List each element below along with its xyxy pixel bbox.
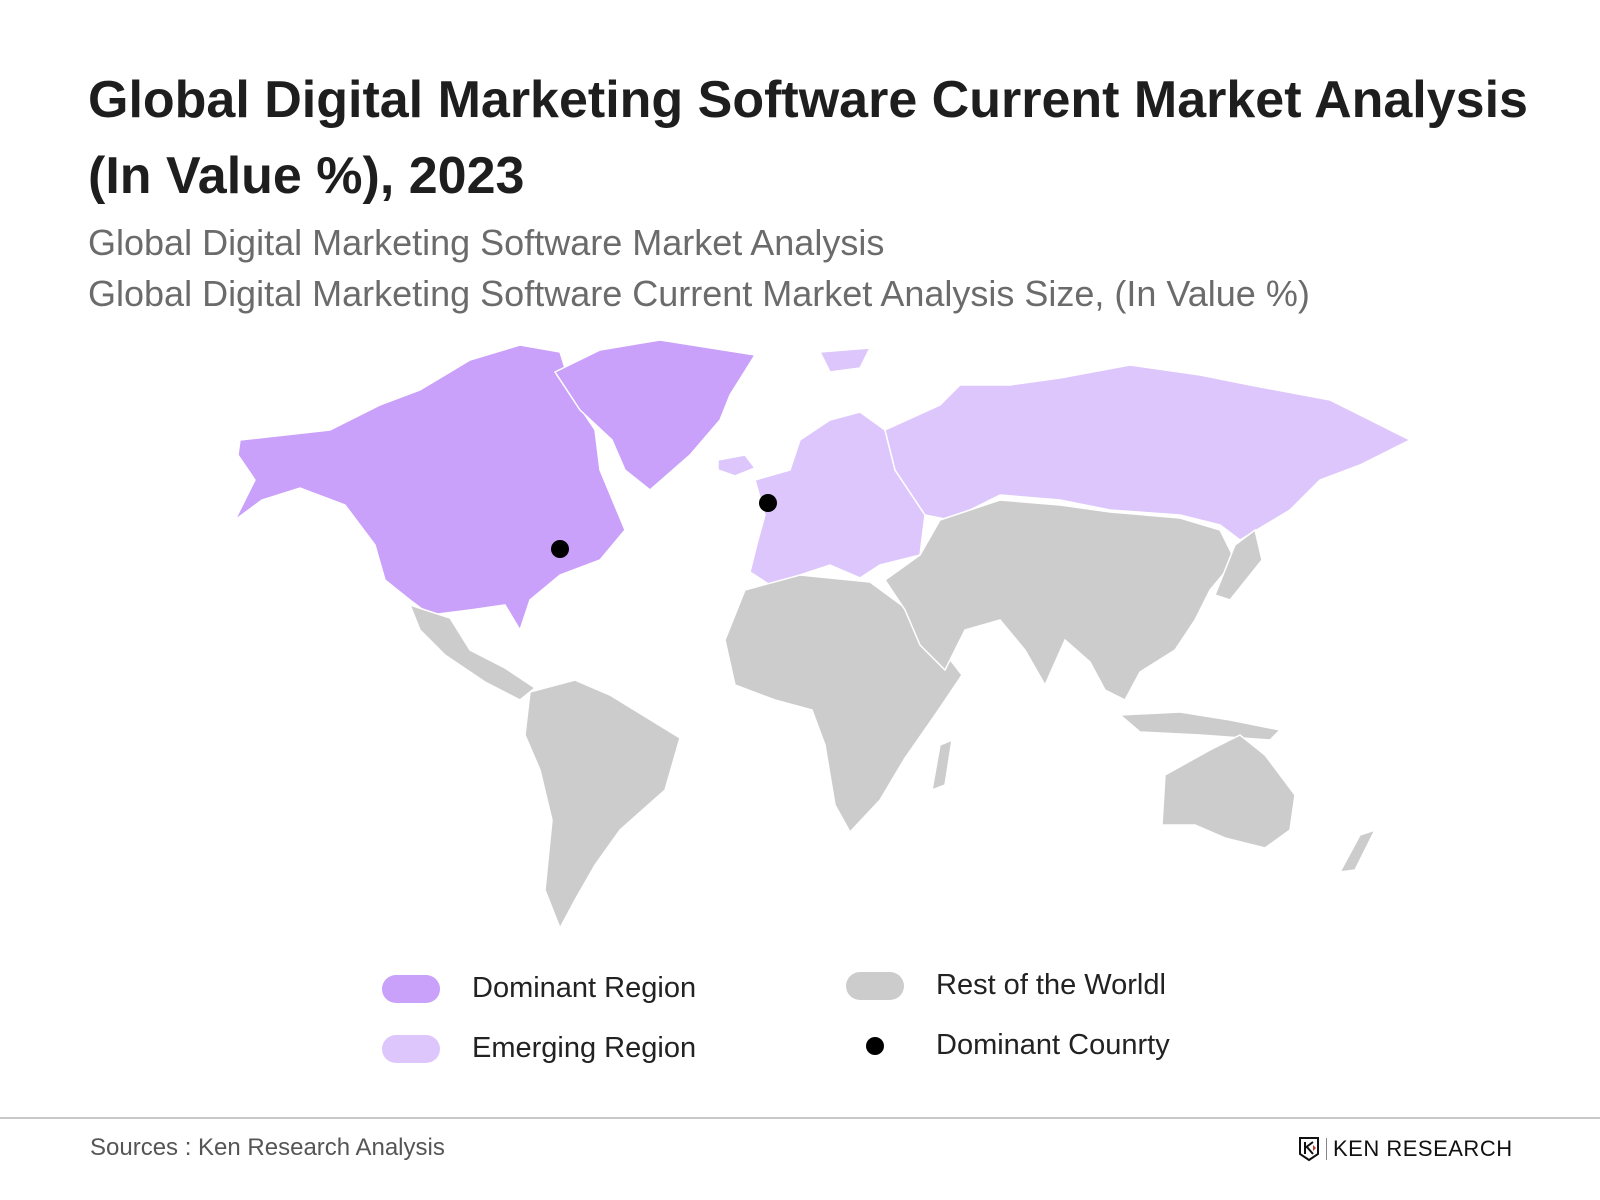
dominant-country-dot-icon xyxy=(866,1036,884,1055)
region-asia xyxy=(883,499,1236,701)
subtitle-1: Global Digital Marketing Software Market… xyxy=(88,222,885,263)
region-indonesia xyxy=(1118,711,1282,741)
dominant-country-marker-usa xyxy=(551,540,569,558)
region-greenland xyxy=(553,339,757,491)
legend-label: Emerging Region xyxy=(472,1032,697,1064)
region-russia xyxy=(884,364,1412,541)
source-note: Sources : Ken Research Analysis xyxy=(90,1134,445,1161)
dominant-region-swatch xyxy=(382,974,440,1003)
logo-divider xyxy=(1326,1138,1327,1160)
region-africa xyxy=(724,574,963,834)
legend-emerging-region: Emerging Region xyxy=(382,1032,696,1065)
dominant-country-marker-uk xyxy=(759,494,777,512)
emerging-region-swatch xyxy=(382,1034,440,1063)
region-svalbard xyxy=(818,347,872,373)
legend-label: Dominant Region xyxy=(472,972,697,1004)
region-central-america xyxy=(408,603,537,701)
region-europe xyxy=(749,411,926,586)
ken-research-shield-icon xyxy=(1299,1137,1319,1162)
subtitle-2: Global Digital Marketing Software Curren… xyxy=(88,273,1310,314)
legend-label: Dominant Counrty xyxy=(936,1029,1170,1061)
legend-label: Rest of the Worldl xyxy=(936,969,1166,1001)
footer-divider xyxy=(0,1117,1600,1119)
ken-research-logo: KEN RESEARCH xyxy=(1298,1136,1513,1162)
region-south-america xyxy=(524,679,681,930)
region-north-america xyxy=(234,344,626,632)
legend-dominant-region: Dominant Region xyxy=(382,972,696,1005)
world-map xyxy=(234,339,1412,930)
region-australia xyxy=(1161,734,1296,849)
logo-text: KEN RESEARCH xyxy=(1333,1136,1513,1161)
region-new-zealand xyxy=(1338,828,1377,873)
region-iceland xyxy=(717,454,757,477)
page-title: Global Digital Marketing Software Curren… xyxy=(88,71,1528,205)
region-madagascar xyxy=(931,738,953,792)
legend-dominant-country: Dominant Counrty xyxy=(846,1029,1170,1062)
legend-rest-of-world: Rest of the Worldl xyxy=(846,969,1166,1002)
region-japan xyxy=(1214,528,1263,601)
rest-of-world-swatch xyxy=(846,971,904,1000)
